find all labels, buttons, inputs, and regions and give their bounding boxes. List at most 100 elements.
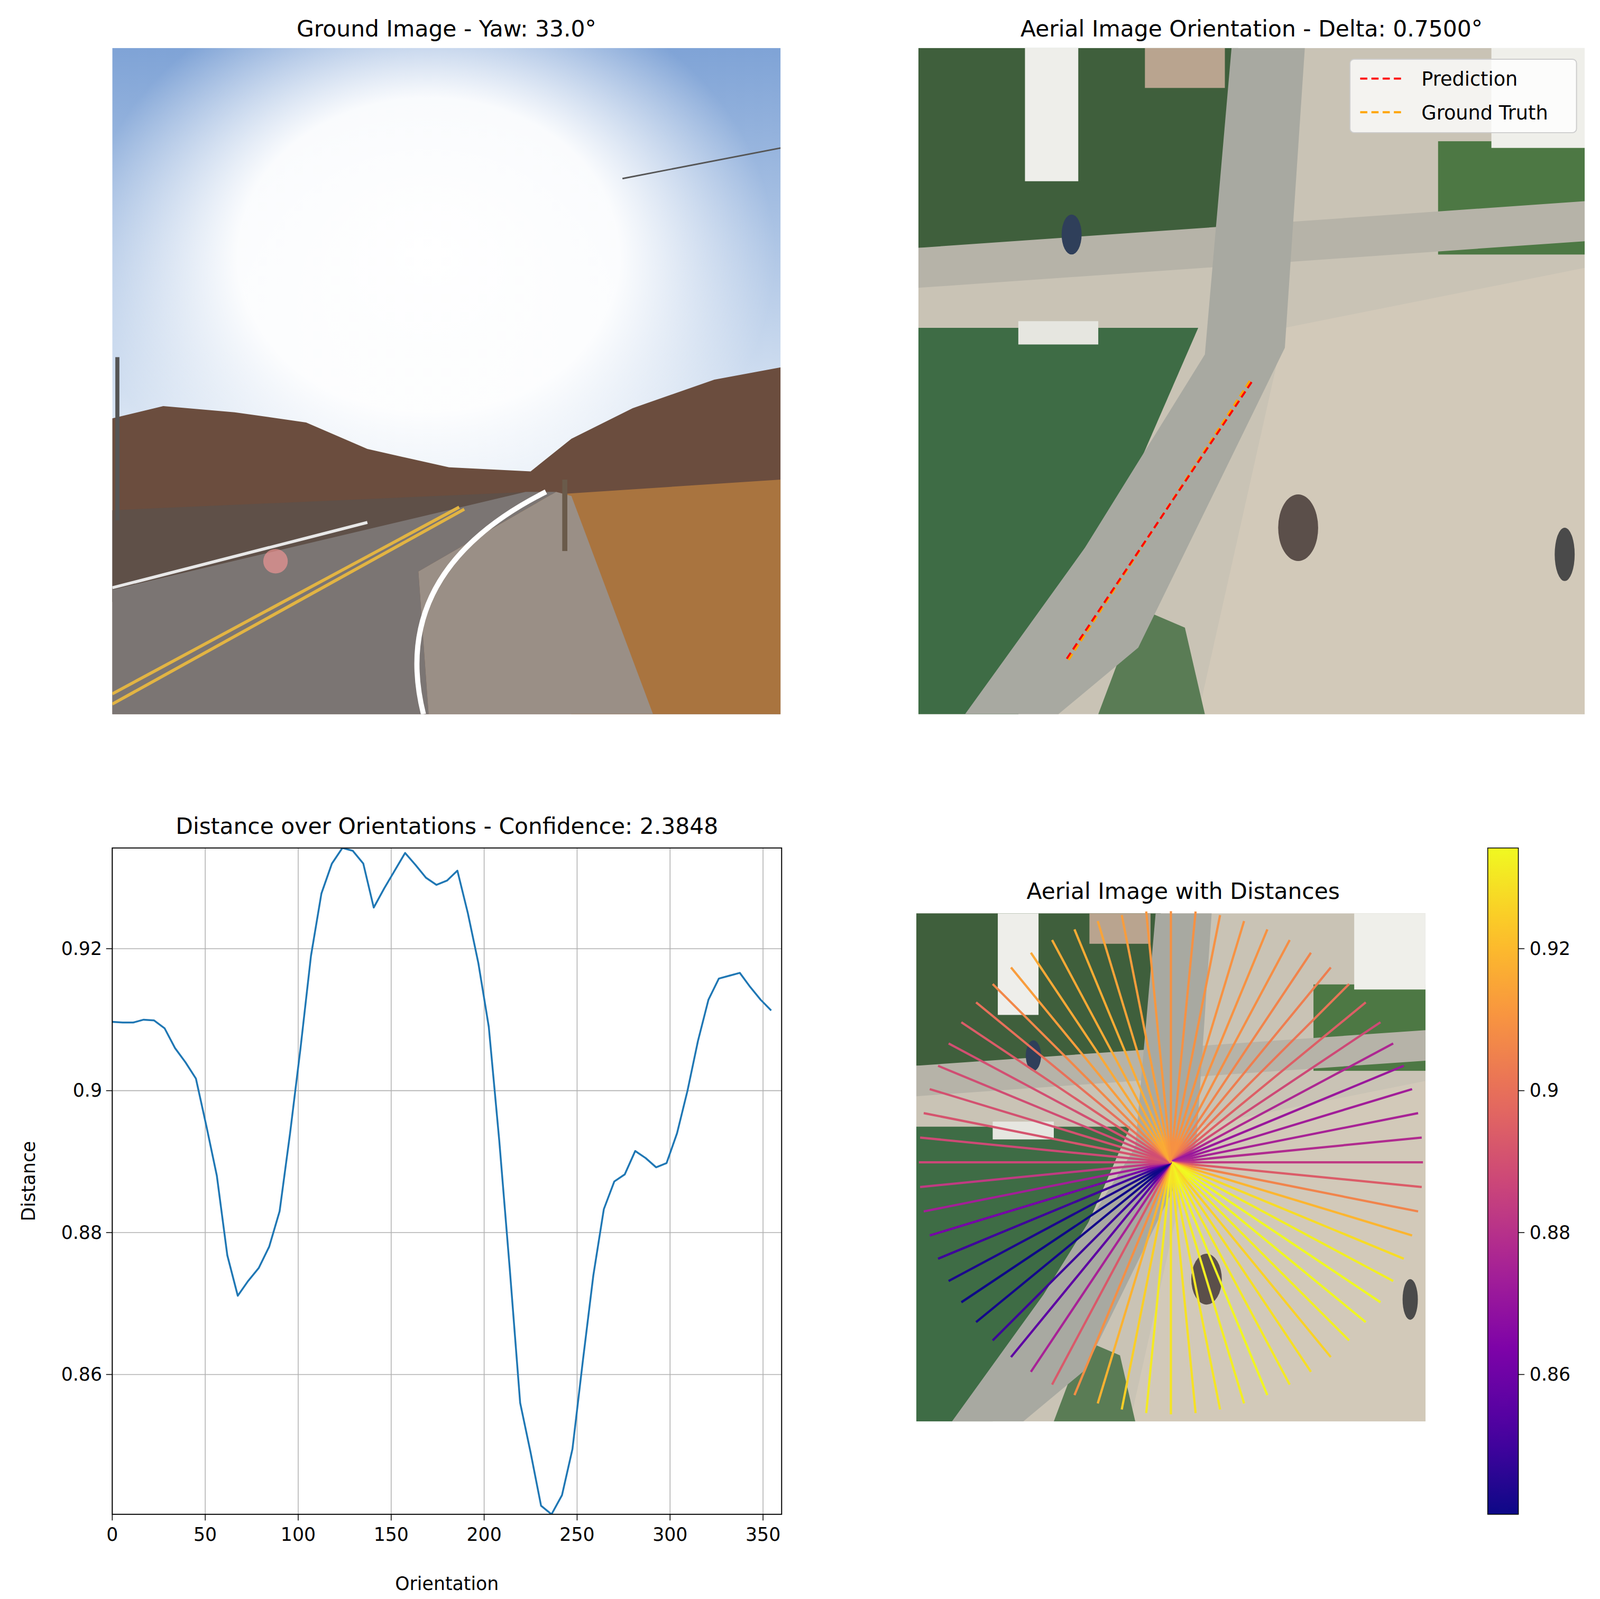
grid-line [390, 848, 392, 1515]
grid-line [112, 1374, 782, 1376]
distance-ray [1170, 1002, 1366, 1163]
tick-label: 0.86 [1529, 1363, 1571, 1385]
tick [669, 1514, 671, 1521]
legend-label: Prediction [1421, 67, 1518, 91]
grid-line [669, 848, 671, 1515]
roof [1089, 913, 1151, 944]
distance-ray [976, 1162, 1171, 1322]
distance-ray [938, 1162, 1171, 1259]
distance-ray [1170, 1162, 1381, 1303]
distance-ray [1010, 1162, 1171, 1357]
tick [762, 1514, 764, 1521]
title: Aerial Image Orientation - Delta: 0.7500… [1020, 15, 1483, 42]
center-line [112, 507, 459, 694]
vehicle [1402, 1279, 1419, 1320]
tick-label: 0.9 [1529, 1079, 1559, 1101]
yard [918, 48, 1239, 248]
tick [204, 1514, 206, 1521]
distance-ray [1170, 1162, 1220, 1410]
tick-label: 0.88 [61, 1221, 103, 1244]
distance-ray [918, 1161, 1172, 1164]
tick-label: 200 [466, 1523, 502, 1546]
center-line [112, 509, 465, 705]
distance-ray [976, 1002, 1171, 1163]
grid-line [112, 1231, 782, 1234]
tick-label: 250 [559, 1523, 595, 1546]
distance-ray [948, 1043, 1171, 1163]
legend-swatch [1359, 77, 1401, 80]
distance-ray [923, 1162, 1172, 1212]
distance-ray [1170, 1113, 1419, 1163]
tick [106, 948, 113, 950]
building [1018, 320, 1099, 345]
grid-line [483, 848, 485, 1515]
axis-label: Orientation [394, 1573, 499, 1595]
tick [106, 1090, 113, 1092]
building [997, 913, 1039, 1015]
distance-ray [1170, 1162, 1331, 1357]
tick-label: 0.9 [72, 1079, 103, 1101]
figure: Ground Image - Yaw: 33.0°Aerial Image Or… [0, 0, 1600, 1599]
distance-ray [1170, 1162, 1196, 1413]
distance-ray [1170, 1162, 1366, 1322]
tick [297, 1514, 299, 1521]
axes-frame [112, 848, 782, 1515]
lens-flare [263, 548, 288, 574]
distance-ray [1169, 1162, 1172, 1415]
legend-label: Ground Truth [1421, 101, 1548, 125]
vehicle [1554, 527, 1575, 582]
building [1024, 48, 1079, 182]
tick-label: 0.88 [1529, 1221, 1571, 1244]
grid-line [762, 848, 764, 1515]
wire [622, 148, 781, 179]
distance-ray [961, 1022, 1171, 1163]
edge-line [112, 522, 367, 588]
tick [1518, 1374, 1525, 1376]
distance-ray [1170, 1162, 1267, 1395]
tick-label: 0 [106, 1523, 118, 1546]
line [112, 848, 771, 1515]
edge-line [416, 491, 546, 715]
roof [1144, 48, 1225, 89]
distance-ray [920, 1162, 1171, 1188]
yard [916, 913, 1161, 1066]
series-group [112, 848, 771, 1515]
road [964, 48, 1305, 715]
building [1354, 913, 1426, 990]
tick [1518, 1231, 1525, 1234]
tick [390, 1514, 392, 1521]
tick-label: 350 [745, 1523, 781, 1546]
distance-ray [1146, 911, 1172, 1163]
pole [115, 356, 120, 521]
plot-area [112, 848, 782, 1515]
distance-ray [1170, 1162, 1393, 1282]
grid-line [112, 1090, 782, 1092]
tick-label: 300 [652, 1523, 688, 1546]
colorbar [1487, 848, 1519, 1515]
shadow [1277, 494, 1319, 562]
tick-label: 50 [193, 1523, 217, 1546]
post [562, 479, 568, 551]
ground-image [112, 48, 781, 715]
orientation-line [1067, 382, 1253, 659]
distance-ray [1170, 1161, 1423, 1164]
aerial-shapes [918, 48, 1585, 715]
tick [106, 1231, 113, 1234]
hills [112, 367, 781, 715]
ray-group [918, 911, 1423, 1414]
tick [576, 1514, 578, 1521]
distance-ray [1170, 1065, 1404, 1163]
shoulder [418, 491, 654, 715]
tick [1518, 948, 1525, 950]
distance-ray [1170, 967, 1331, 1163]
grid-line [204, 848, 206, 1515]
tick [106, 1374, 113, 1376]
tick [483, 1514, 485, 1521]
tick-label: 100 [280, 1523, 316, 1546]
distance-ray [1170, 940, 1290, 1163]
tick [1518, 1090, 1525, 1092]
aerial-image [918, 48, 1585, 715]
distance-ray [1031, 1162, 1172, 1372]
ground [918, 48, 1585, 715]
axis-label: Distance [17, 1141, 40, 1222]
